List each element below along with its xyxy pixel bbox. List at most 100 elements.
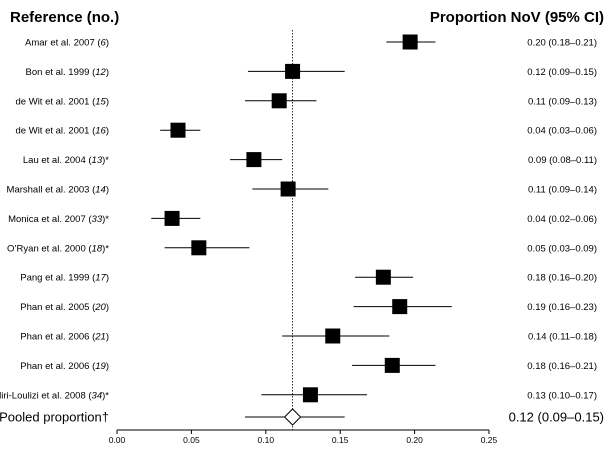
study-name: Phan et al. 2006 ( — [20, 361, 96, 372]
study-ci-text: 0.14 (0.11–0.18) — [528, 332, 597, 343]
study-ci-text: 0.13 (0.10–0.17) — [527, 390, 597, 401]
study-ci-text: 0.11 (0.09–0.13) — [528, 96, 597, 107]
study-ci-text: 0.09 (0.08–0.11) — [528, 155, 597, 166]
point-estimate-square — [285, 63, 301, 79]
pooled-estimate-diamond — [283, 408, 302, 426]
study-label: Pang et al. 1999 (17) — [20, 273, 109, 284]
study-name: Bon et al. 1999 ( — [26, 67, 97, 78]
x-tick-label: 0.10 — [258, 435, 275, 445]
study-ci-text: 0.11 (0.09–0.14) — [528, 185, 597, 196]
study-ref-number: 19 — [95, 361, 106, 372]
study-name: Lau et al. 2004 ( — [23, 155, 92, 166]
study-label: Amar et al. 2007 (6) — [25, 38, 109, 49]
point-estimate-square — [375, 269, 391, 285]
study-ref-number: 16 — [95, 126, 106, 137]
study-row: Phan et al. 2005 (20) 0.19 (0.16–0.23) — [20, 299, 597, 315]
point-estimate-square — [325, 328, 341, 344]
study-label: Phan et al. 2006 (21) — [20, 332, 109, 343]
study-label: Lau et al. 2004 (13)* — [23, 155, 109, 166]
study-row: de Wit et al. 2001 (16) 0.04 (0.03–0.06) — [16, 122, 597, 138]
study-ci-text: 0.12 (0.09–0.15) — [527, 67, 597, 78]
study-ci-text: 0.18 (0.16–0.21) — [527, 361, 597, 372]
study-name: Marshall et al. 2003 ( — [7, 185, 97, 196]
study-label: Bon et al. 1999 (12) — [26, 67, 109, 78]
point-estimate-square — [280, 181, 296, 197]
study-name: Phan et al. 2006 ( — [20, 332, 96, 343]
study-row: Phan et al. 2006 (21) 0.14 (0.11–0.18) — [20, 328, 597, 344]
study-name: Monica et al. 2007 ( — [8, 214, 92, 225]
study-ref-close: ) — [106, 38, 109, 49]
study-ref-number: 14 — [95, 185, 106, 196]
study-ref-number: 13 — [92, 155, 103, 166]
study-ref-close: )* — [102, 155, 109, 166]
point-estimate-square — [392, 299, 408, 315]
study-ref-close: ) — [106, 126, 109, 137]
study-ref-number: 21 — [94, 332, 106, 343]
study-label: de Wit et al. 2001 (16) — [16, 126, 109, 137]
study-ref-close: ) — [106, 361, 109, 372]
study-ref-number: 17 — [95, 273, 106, 284]
study-ref-close: ) — [106, 302, 109, 313]
study-ref-close: ) — [106, 273, 109, 284]
study-name: O’Ryan et al. 2000 ( — [7, 243, 92, 254]
study-ci-text: 0.18 (0.16–0.20) — [527, 273, 597, 284]
study-label: Sdiri-Loulizi et al. 2008 (34)* — [0, 390, 109, 401]
header-reference: Reference (no.) — [10, 9, 119, 26]
study-name: de Wit et al. 2001 ( — [16, 96, 97, 107]
study-label: de Wit et al. 2001 (15) — [16, 96, 109, 107]
study-ref-number: 20 — [94, 302, 106, 313]
study-row: O’Ryan et al. 2000 (18)* 0.05 (0.03–0.09) — [7, 240, 597, 256]
x-tick-label: 0.05 — [183, 435, 200, 445]
point-estimate-square — [191, 240, 207, 256]
study-row: Phan et al. 2006 (19) 0.18 (0.16–0.21) — [20, 357, 597, 373]
point-estimate-square — [164, 210, 180, 226]
header-proportion: Proportion NoV (95% CI) — [430, 9, 604, 26]
study-name: de Wit et al. 2001 ( — [16, 126, 97, 137]
study-ref-close: )* — [102, 390, 109, 401]
point-estimate-square — [402, 34, 418, 50]
study-ref-close: ) — [106, 67, 109, 78]
study-name: Phan et al. 2005 ( — [20, 302, 96, 313]
study-name: Pang et al. 1999 ( — [20, 273, 96, 284]
study-ref-number: 34 — [92, 390, 103, 401]
study-row: Pang et al. 1999 (17) 0.18 (0.16–0.20) — [20, 269, 597, 285]
study-ci-text: 0.05 (0.03–0.09) — [527, 243, 597, 254]
study-ci-text: 0.20 (0.18–0.21) — [527, 38, 597, 49]
x-tick-label: 0.20 — [406, 435, 423, 445]
study-label: Monica et al. 2007 (33)* — [8, 214, 109, 225]
x-tick-label: 0.25 — [481, 435, 498, 445]
pooled-ci-text: 0.12 (0.09–0.15) — [509, 410, 604, 425]
study-row: de Wit et al. 2001 (15) 0.11 (0.09–0.13) — [16, 93, 597, 109]
x-tick-label: 0.15 — [332, 435, 349, 445]
point-estimate-square — [384, 357, 400, 373]
study-ci-text: 0.04 (0.02–0.06) — [527, 214, 597, 225]
study-ref-number: 18 — [92, 243, 103, 254]
study-label: O’Ryan et al. 2000 (18)* — [7, 243, 109, 254]
study-ci-text: 0.19 (0.16–0.23) — [527, 302, 597, 313]
study-ref-close: ) — [106, 96, 109, 107]
study-label: Phan et al. 2006 (19) — [20, 361, 109, 372]
study-ref-close: ) — [106, 185, 109, 196]
point-estimate-square — [302, 387, 318, 403]
point-estimate-square — [271, 93, 287, 109]
study-row: Amar et al. 2007 (6) 0.20 (0.18–0.21) — [25, 34, 597, 50]
study-ref-number: 12 — [95, 67, 106, 78]
x-tick-label: 0.00 — [109, 435, 126, 445]
study-ref-number: 15 — [95, 96, 106, 107]
point-estimate-square — [170, 122, 186, 138]
study-label: Phan et al. 2005 (20) — [20, 302, 109, 313]
study-row: Lau et al. 2004 (13)* 0.09 (0.08–0.11) — [23, 152, 597, 168]
study-ref-close: )* — [102, 243, 109, 254]
study-name: Sdiri-Loulizi et al. 2008 ( — [0, 390, 92, 401]
study-ci-text: 0.04 (0.03–0.06) — [527, 126, 597, 137]
study-row: Monica et al. 2007 (33)* 0.04 (0.02–0.06) — [8, 210, 597, 226]
study-ref-number: 33 — [92, 214, 103, 225]
study-ref-close: )* — [102, 214, 109, 225]
pooled-label: Pooled proportion† — [0, 410, 109, 425]
study-name: Amar et al. 2007 ( — [25, 38, 101, 49]
study-ref-close: ) — [106, 332, 109, 343]
study-row: Bon et al. 1999 (12) 0.12 (0.09–0.15) — [26, 63, 597, 79]
study-row: Sdiri-Loulizi et al. 2008 (34)* 0.13 (0.1… — [0, 387, 597, 403]
point-estimate-square — [246, 152, 262, 168]
